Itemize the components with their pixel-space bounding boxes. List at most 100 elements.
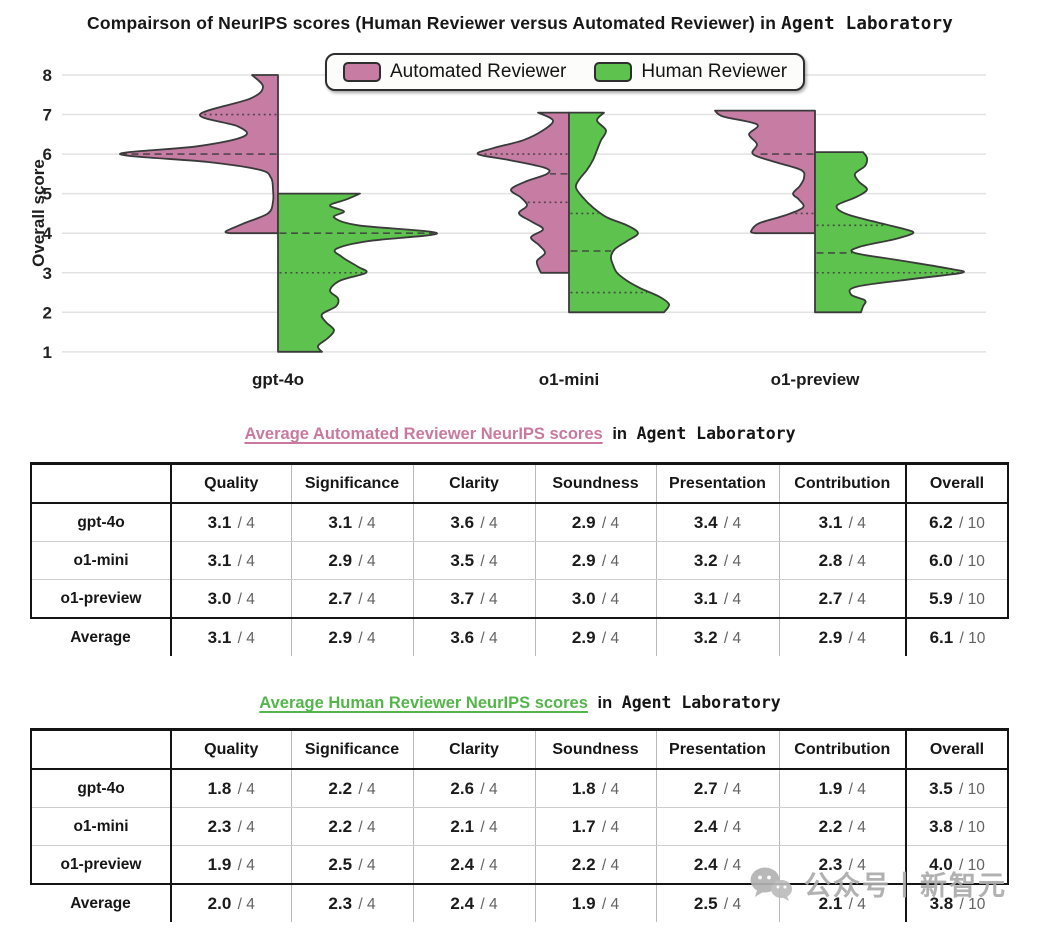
overall-denominator: / 10 — [954, 552, 985, 570]
score-cell: 2.0 / 4 — [171, 883, 291, 922]
score-value: 2.8 — [818, 550, 843, 570]
title-code: Agent Laboratory — [621, 693, 781, 712]
overall-denominator: / 10 — [954, 856, 985, 874]
score-cell: 3.5 / 4 — [412, 541, 535, 580]
score-value: 2.2 — [818, 816, 843, 836]
table-row: gpt-4o 1.8 / 4 2.2 / 4 2.6 / 4 1.8 / 4 2.7 / … — [30, 769, 1009, 808]
score-denominator: / 4 — [844, 856, 866, 874]
score-cell: 1.8 / 4 — [534, 769, 656, 808]
score-value: 3.1 — [818, 512, 843, 532]
corner-cell — [30, 462, 172, 504]
violin-o1-mini-automated-reviewer — [476, 111, 570, 274]
score-cell: 2.9 / 4 — [534, 617, 656, 656]
score-denominator: / 4 — [233, 818, 255, 836]
score-value: 3.1 — [328, 512, 353, 532]
y-tick-label: 4 — [43, 224, 53, 243]
score-denominator: / 4 — [233, 629, 255, 647]
score-denominator: / 4 — [719, 818, 742, 836]
score-cell: 3.1 / 4 — [171, 541, 291, 580]
score-value: 2.9 — [571, 550, 596, 570]
score-denominator: / 4 — [476, 514, 498, 532]
column-header-soundness: Soundness — [534, 462, 656, 504]
watermark: 公众号丨新智元 — [748, 864, 1007, 903]
column-header-significance: Significance — [290, 728, 413, 770]
score-denominator: / 4 — [597, 856, 620, 874]
score-cell: 2.2 / 4 — [778, 807, 906, 846]
score-cell: 1.9 / 4 — [171, 845, 291, 885]
score-cell: 3.0 / 4 — [534, 579, 656, 619]
score-denominator: / 4 — [354, 590, 376, 608]
score-denominator: / 4 — [233, 590, 255, 608]
score-denominator: / 4 — [844, 629, 866, 647]
score-cell: 3.2 / 4 — [655, 617, 779, 656]
column-header-significance: Significance — [290, 462, 413, 504]
violin-o1-mini-human-reviewer — [568, 111, 670, 314]
overall-cell: 4.0 / 10 — [905, 845, 1009, 885]
human-table-title: Average Human Reviewer NeurIPS scores in… — [0, 693, 1040, 713]
score-value: 2.4 — [693, 854, 718, 874]
score-cell: 2.9 / 4 — [534, 503, 656, 542]
score-denominator: / 4 — [354, 629, 376, 647]
score-denominator: / 4 — [597, 629, 620, 647]
y-tick-label: 2 — [43, 303, 52, 322]
overall-cell: 6.2 / 10 — [905, 503, 1009, 542]
score-value: 3.1 — [207, 627, 232, 647]
overall-cell: 3.8 / 10 — [905, 883, 1008, 922]
y-tick-label: 3 — [43, 264, 52, 283]
score-value: 2.7 — [328, 588, 353, 608]
automated-table-title: Average Automated Reviewer NeurIPS score… — [0, 424, 1040, 444]
score-denominator: / 4 — [476, 856, 498, 874]
title-code: Agent Laboratory — [636, 424, 796, 443]
overall-value: 6.2 — [929, 512, 953, 532]
overall-denominator: / 10 — [954, 818, 985, 836]
score-value: 2.7 — [818, 588, 843, 608]
score-denominator: / 4 — [719, 552, 742, 570]
score-denominator: / 4 — [844, 895, 866, 913]
score-value: 1.8 — [207, 778, 232, 798]
score-cell: 3.7 / 4 — [412, 579, 535, 619]
score-cell: 3.1 / 4 — [778, 503, 906, 542]
row-label: o1-mini — [30, 807, 172, 846]
automated-reviewer-swatch — [343, 62, 381, 82]
score-denominator: / 4 — [597, 818, 620, 836]
column-header-overall: Overall — [905, 462, 1009, 504]
column-header-overall: Overall — [905, 728, 1009, 770]
violin-chart: 8 7 6 5 4 3 2 1 Overall score gpt-4o o1-mini o1-pre… — [29, 66, 986, 389]
score-value: 2.3 — [818, 854, 843, 874]
score-cell: 3.4 / 4 — [655, 503, 779, 542]
overall-value: 4.0 — [929, 854, 953, 874]
score-value: 3.2 — [693, 627, 718, 647]
score-denominator: / 4 — [233, 514, 255, 532]
row-label: Average — [31, 883, 172, 922]
row-label: Average — [31, 617, 172, 656]
score-value: 2.9 — [328, 627, 353, 647]
score-denominator: / 4 — [476, 818, 498, 836]
row-label: gpt-4o — [30, 769, 172, 808]
human-table-title-highlight: Average Human Reviewer NeurIPS scores — [259, 694, 588, 712]
score-cell: 2.9 / 4 — [778, 617, 906, 656]
score-denominator: / 4 — [597, 590, 620, 608]
score-value: 2.7 — [693, 778, 718, 798]
score-cell: 3.1 / 4 — [655, 579, 779, 619]
human-reviewer-swatch — [594, 62, 633, 82]
automated-scores-table: Quality Significance Clarity Soundness Prese… — [30, 462, 1009, 656]
row-label: o1-mini — [30, 541, 172, 580]
score-value: 2.0 — [207, 893, 232, 913]
score-cell: 2.8 / 4 — [778, 541, 906, 580]
score-denominator: / 4 — [233, 856, 255, 874]
table-row: o1-preview 3.0 / 4 2.7 / 4 3.7 / 4 3.0 / 4 3.… — [30, 579, 1009, 619]
score-value: 2.4 — [450, 893, 475, 913]
score-value: 3.4 — [693, 512, 718, 532]
overall-value: 3.8 — [929, 893, 954, 913]
y-tick-label: 8 — [43, 66, 52, 85]
overall-cell: 6.0 / 10 — [905, 541, 1009, 580]
corner-cell — [30, 728, 172, 770]
column-header-presentation: Presentation — [655, 462, 779, 504]
y-tick-label: 5 — [43, 185, 52, 204]
score-denominator: / 4 — [233, 780, 255, 798]
score-value: 3.0 — [571, 588, 596, 608]
legend-item-automated: Automated Reviewer — [343, 61, 566, 83]
score-denominator: / 4 — [354, 895, 376, 913]
table-header-row: Quality Significance Clarity Soundness Prese… — [30, 728, 1009, 770]
